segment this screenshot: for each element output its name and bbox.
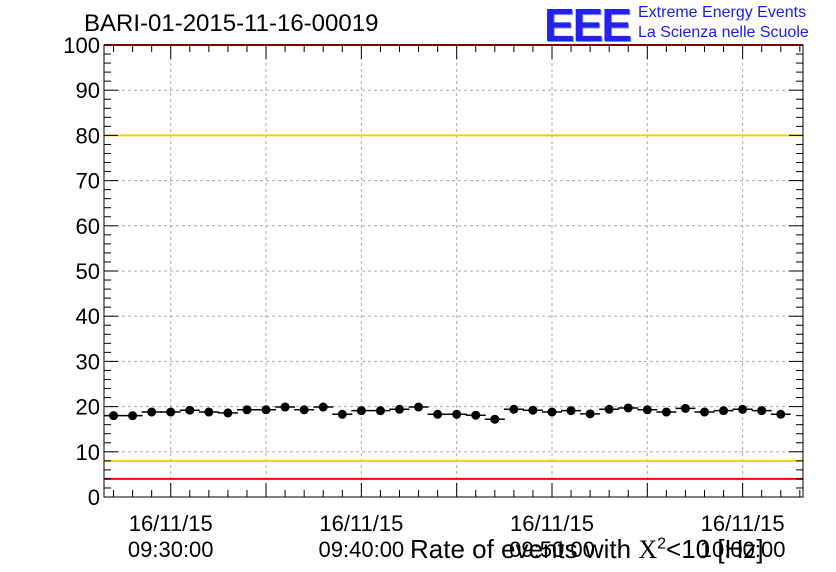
data-point — [547, 407, 557, 417]
chi-symbol: X — [638, 535, 658, 564]
data-point — [204, 407, 214, 417]
y-tick-label: 100 — [63, 33, 100, 58]
data-point — [223, 408, 233, 418]
x-tick-label-date: 16/11/15 — [319, 511, 403, 536]
data-point — [147, 407, 157, 417]
data-point — [242, 405, 252, 415]
data-points — [103, 402, 791, 424]
grid-layer — [104, 45, 803, 497]
data-point — [261, 405, 271, 415]
chi-exponent: 2 — [657, 535, 667, 553]
x-axis-title-suffix: <10 [Hz] — [666, 534, 764, 564]
logo-mark: EEE — [544, 0, 632, 51]
logo-text-line2: La Scienza nelle Scuole — [638, 24, 809, 41]
data-point — [128, 411, 138, 421]
data-point — [337, 409, 347, 419]
y-tick-label: 50 — [76, 259, 100, 284]
x-tick-label-date: 16/11/15 — [701, 511, 785, 536]
data-point — [738, 404, 748, 414]
x-axis-title-prefix: Rate of events with — [410, 534, 639, 564]
data-point — [719, 406, 729, 416]
data-point — [642, 405, 652, 415]
data-point — [700, 407, 710, 417]
data-point — [623, 403, 633, 413]
data-point — [318, 402, 328, 412]
data-point — [566, 406, 576, 416]
data-point — [299, 405, 309, 415]
data-point — [509, 404, 519, 414]
data-point — [680, 403, 690, 413]
y-tick-label: 60 — [76, 214, 100, 239]
data-point — [280, 402, 290, 412]
data-point — [185, 405, 195, 415]
y-tick-label: 80 — [76, 123, 100, 148]
data-point — [109, 411, 119, 421]
x-tick-labels: 16/11/1509:30:0016/11/1509:40:0016/11/15… — [128, 511, 786, 562]
x-tick-label-time: 10:00:00 — [700, 537, 786, 562]
data-point — [166, 407, 176, 417]
x-tick-label-date: 16/11/15 — [129, 511, 213, 536]
x-tick-label-date: 16/11/15 — [510, 511, 594, 536]
data-point — [433, 409, 443, 419]
data-point — [604, 404, 614, 414]
run-title: BARI-01-2015-11-16-00019 — [84, 10, 379, 37]
data-point — [356, 406, 366, 416]
y-tick-label: 10 — [76, 440, 100, 465]
x-tick-label-time: 09:50:00 — [509, 537, 595, 562]
x-tick-label-time: 09:30:00 — [128, 537, 214, 562]
data-point — [585, 409, 595, 419]
data-point — [452, 409, 462, 419]
y-tick-label: 90 — [76, 78, 100, 103]
data-point — [375, 406, 385, 416]
y-tick-label: 70 — [76, 169, 100, 194]
data-point — [414, 402, 424, 412]
x-tick-label-time: 09:40:00 — [319, 537, 405, 562]
y-tick-label: 40 — [76, 304, 100, 329]
data-point — [661, 407, 671, 417]
data-point — [528, 405, 538, 415]
axis-ticks — [104, 44, 803, 498]
y-tick-label: 20 — [76, 395, 100, 420]
data-point — [394, 404, 404, 414]
data-point — [757, 406, 767, 416]
y-tick-label: 30 — [76, 349, 100, 374]
data-point — [776, 409, 786, 419]
y-tick-labels: 0 10 20 30 40 50 60 70 80 90 100 — [63, 33, 100, 510]
y-tick-label: 0 — [88, 485, 100, 510]
data-point — [490, 414, 500, 424]
x-axis-title: Rate of events with X2<10 [Hz] — [410, 534, 764, 565]
logo-text-line1: Extreme Energy Events — [638, 4, 807, 21]
data-point — [471, 410, 481, 420]
